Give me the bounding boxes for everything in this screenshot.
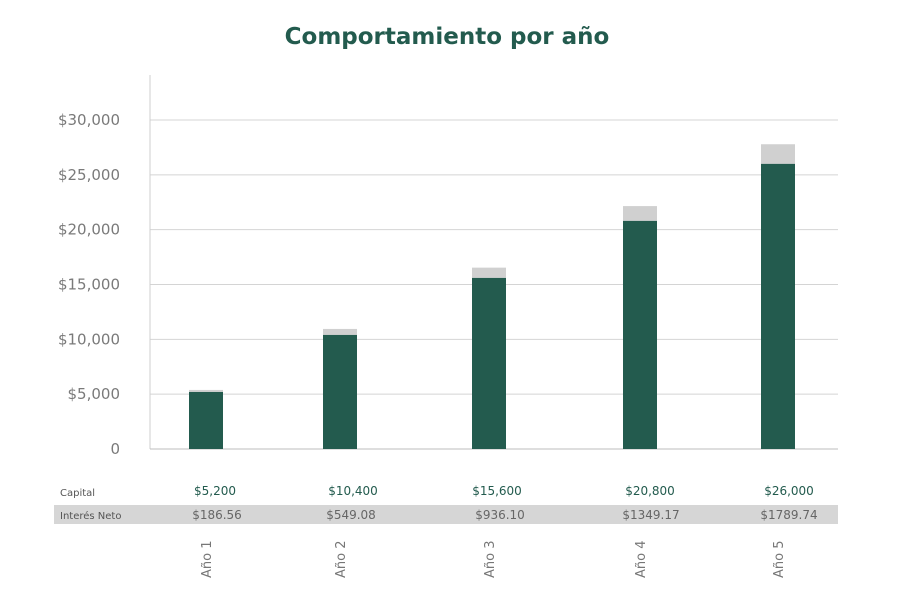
bars bbox=[189, 144, 795, 449]
x-tick-label: Año 4 bbox=[634, 541, 649, 579]
interes-value: $936.10 bbox=[475, 508, 525, 522]
bar-capital bbox=[623, 220, 657, 449]
row-label-capital: Capital bbox=[60, 488, 95, 499]
x-tick-label: Año 3 bbox=[483, 541, 498, 579]
bar-capital bbox=[323, 334, 357, 449]
capital-value: $26,000 bbox=[764, 484, 814, 498]
row-label-interes: Interés Neto bbox=[60, 510, 121, 522]
y-tick-label: $15,000 bbox=[58, 276, 120, 294]
capital-value: $20,800 bbox=[625, 484, 675, 498]
interes-row-band bbox=[54, 505, 838, 524]
y-tick-label: $20,000 bbox=[58, 221, 120, 239]
y-tick-label: 0 bbox=[110, 440, 120, 458]
bar-interes-neto bbox=[623, 206, 657, 221]
y-axis-ticks: 0 $5,000 $10,000 $15,000 $20,000 $25,000 $30,0… bbox=[58, 111, 120, 458]
interes-value: $186.56 bbox=[192, 508, 242, 522]
y-tick-label: $25,000 bbox=[58, 166, 120, 184]
x-axis-ticks: Año 1 Año 2 Año 3 Año 4 Año 5 bbox=[200, 541, 787, 579]
y-tick-label: $10,000 bbox=[58, 330, 120, 348]
bar-interes-neto bbox=[323, 328, 357, 335]
interes-value: $1789.74 bbox=[760, 508, 817, 522]
chart-title: Comportamiento por año bbox=[285, 24, 610, 50]
capital-value: $5,200 bbox=[194, 484, 236, 498]
bar-interes-neto bbox=[761, 144, 795, 164]
x-tick-label: Año 1 bbox=[200, 541, 215, 579]
bar-capital bbox=[761, 163, 795, 449]
capital-value: $10,400 bbox=[328, 484, 378, 498]
x-tick-label: Año 5 bbox=[772, 541, 787, 579]
y-tick-label: $5,000 bbox=[68, 385, 121, 403]
bar-interes-neto bbox=[189, 389, 223, 392]
bar-capital bbox=[472, 277, 506, 449]
data-table: Capital Interés Neto $5,200 $186.56 $10,400 $… bbox=[54, 484, 838, 524]
bar-interes-neto bbox=[472, 267, 506, 278]
interes-value: $1349.17 bbox=[622, 508, 679, 522]
y-tick-label: $30,000 bbox=[58, 111, 120, 129]
bar-capital bbox=[189, 391, 223, 449]
capital-value: $15,600 bbox=[472, 484, 522, 498]
x-tick-label: Año 2 bbox=[334, 541, 349, 579]
interes-value: $549.08 bbox=[326, 508, 376, 522]
